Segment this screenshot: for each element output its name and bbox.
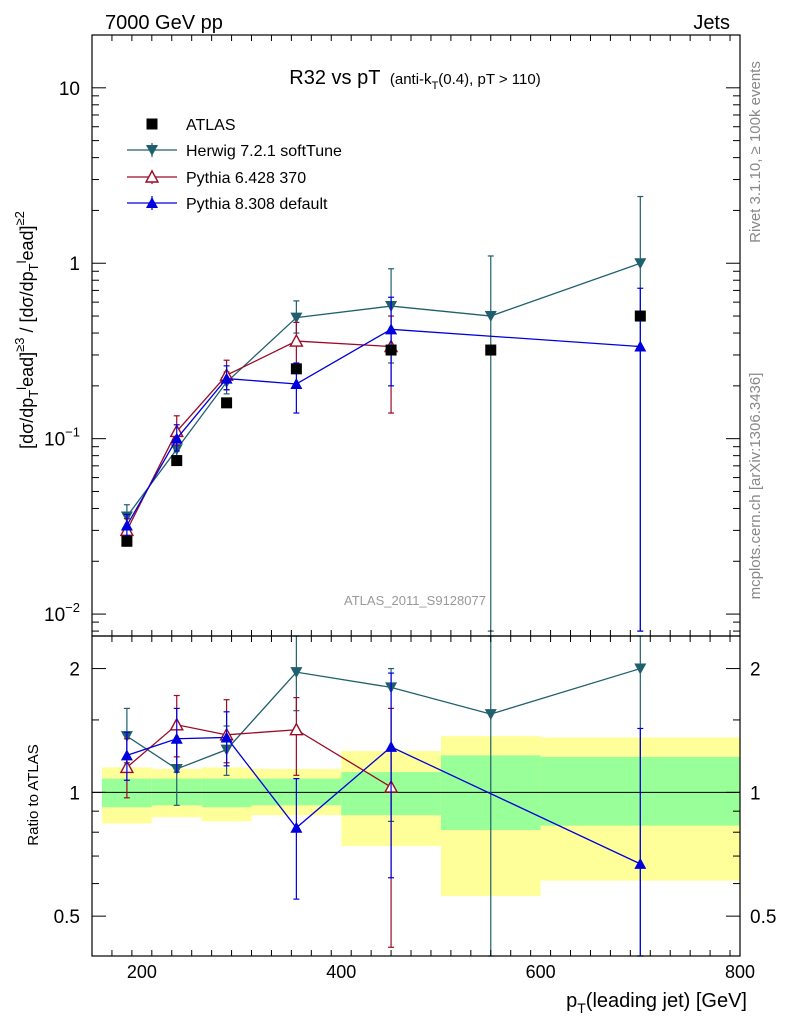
x-axis-label: pT(leading jet) [GeV] [566,990,747,1016]
data-point [220,372,233,384]
ratio-point [120,749,133,761]
series-line [126,328,641,526]
ratio-point [289,722,304,736]
series-line [126,262,641,517]
watermark: ATLAS_2011_S9128077 [344,593,486,608]
ratio-y-axis-label: Ratio to ATLAS [25,744,42,845]
ratio-point [290,667,303,679]
data-point [290,312,303,324]
ratio-y-tick-label: 2 [69,660,80,681]
series-3 [120,287,647,957]
legend-label: Pythia 6.428 370 [186,170,306,187]
title-main: R32 vs pT [289,67,380,89]
ratio-point [385,740,398,752]
ratio-y-tick-label-right: 0.5 [750,907,776,928]
legend-marker [146,118,158,130]
ratio-y-tick-label: 0.5 [54,907,80,928]
ratio-point [290,821,303,833]
data-point [290,363,302,375]
data-point [171,455,183,467]
legend-label: ATLAS [186,117,236,134]
band-green [201,778,252,808]
ratio-bands [101,736,740,896]
data-point [634,340,647,352]
data-point [385,344,397,356]
ratio-panel-frame [91,635,741,957]
y-tick-label: 10 [59,79,80,100]
ratio-point [634,857,647,869]
ratio-point [220,731,233,743]
x-tick-label: 400 [326,962,356,982]
x-tick-label: 800 [725,962,755,982]
title-sub: (anti-kT(0.4), pT > 110) [390,71,541,92]
ratio-point [170,732,183,744]
ratio-y-tick-label-right: 2 [750,660,761,681]
legend-label: Pythia 8.308 default [186,196,328,213]
legend-marker [144,169,160,183]
data-point [634,258,647,270]
data-point [634,310,646,322]
ratio-point [484,709,497,721]
chart-title: R32 vs pT (anti-kT(0.4), pT > 110) [289,67,540,92]
ratio-point [634,663,647,675]
y-tick-label: 10−1 [44,425,80,451]
data-point [120,519,133,531]
header-right: Jets [693,12,730,34]
series-2 [119,315,399,948]
ratio-y-tick-label: 1 [69,783,80,804]
data-point [121,535,133,547]
legend-marker [146,197,158,208]
data-point [221,397,233,409]
series-atlas [121,310,646,547]
ratio-line [126,736,641,865]
side-text-top: Rivet 3.1.10, ≥ 100k events [747,61,764,243]
y-axis-label: [dσ/dpTlead]≥3 / [dσ/dpTlead]≥2 [12,211,41,449]
y-tick-label: 10−2 [44,600,80,626]
y-tick-label: 1 [69,254,80,275]
data-point [484,311,497,323]
data-point [485,344,497,356]
ratio-y-tick-label-right: 1 [750,783,761,804]
header-left: 7000 GeV pp [105,12,223,34]
data-point [170,432,183,444]
series-line [126,340,392,531]
data-point [289,333,304,347]
data-point [385,323,398,335]
x-tick-label: 200 [127,962,157,982]
data-point [290,377,303,389]
legend-marker [146,145,158,156]
side-text-bottom: mcplots.cern.ch [arXiv:1306.3436] [747,373,764,600]
legend: ATLAS Herwig 7.2.1 softTune Pythia 6.428 3… [127,117,342,213]
legend-label: Herwig 7.2.1 softTune [186,143,342,160]
x-tick-label: 600 [526,962,556,982]
